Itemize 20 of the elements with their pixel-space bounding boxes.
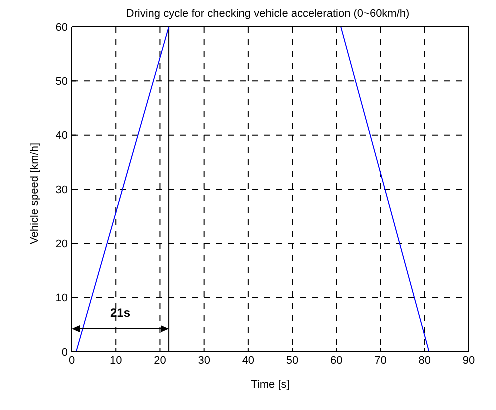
x-tick-label: 10 (110, 354, 122, 367)
x-axis-title: Time [s] (251, 379, 290, 391)
x-tick-label: 40 (242, 354, 255, 367)
x-tick-label: 70 (374, 354, 387, 367)
y-tick-label: 10 (56, 292, 68, 305)
x-tick-label: 20 (154, 354, 166, 367)
x-tick-label: 90 (462, 354, 476, 367)
y-tick-label: 40 (56, 130, 68, 142)
y-tick-label: 60 (56, 22, 68, 34)
y-tick-label: 0 (62, 346, 68, 359)
chart-title: Driving cycle for checking vehicle acceleration (0~60km/h) (125, 8, 411, 20)
x-tick-label: 50 (286, 354, 299, 367)
x-tick-label: 60 (330, 354, 343, 367)
annotation: 21s (110, 306, 131, 320)
x-tick-label: 80 (418, 354, 432, 367)
y-tick-label: 20 (56, 238, 68, 251)
x-tick-label: 30 (198, 354, 210, 367)
y-axis-title: Vehicle speed [km/h] (28, 142, 41, 244)
y-tick-label: 50 (56, 76, 68, 88)
y-tick-label: 30 (56, 184, 68, 196)
